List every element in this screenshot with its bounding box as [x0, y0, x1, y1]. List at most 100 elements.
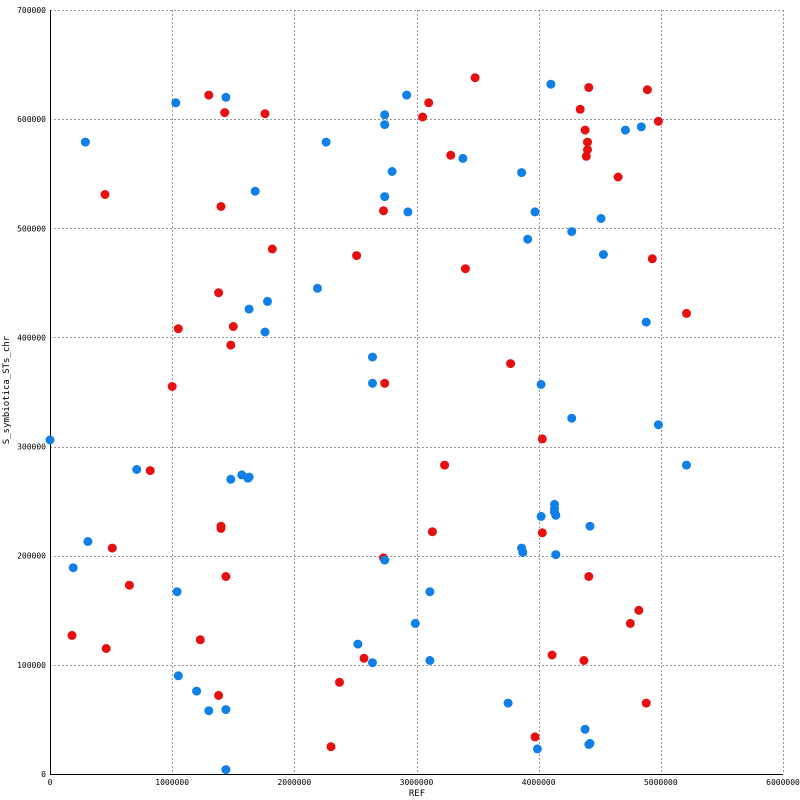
data-point-series-2 — [580, 724, 590, 734]
data-point-series-1 — [359, 653, 369, 663]
data-point-series-1 — [204, 90, 214, 100]
data-point-series-1 — [634, 605, 644, 615]
y-tick-label: 700000 — [17, 6, 46, 15]
data-point-series-2 — [132, 465, 142, 474]
data-point-series-1 — [214, 288, 224, 298]
data-point-series-1 — [216, 523, 226, 533]
data-point-series-2 — [380, 120, 390, 130]
data-point-series-1 — [440, 460, 450, 470]
data-point-series-2 — [380, 555, 390, 565]
data-point-series-2 — [641, 317, 651, 327]
data-point-series-2 — [192, 686, 202, 696]
data-point-series-2 — [173, 671, 183, 681]
data-point-series-2 — [171, 98, 181, 108]
data-point-series-2 — [221, 92, 231, 102]
y-tick-label: 0 — [41, 770, 46, 779]
data-point-series-2 — [503, 698, 513, 708]
data-point-series-1 — [380, 378, 390, 388]
data-point-series-1 — [581, 151, 591, 161]
x-tick-label: 2000000 — [277, 778, 311, 787]
data-point-series-2 — [584, 740, 594, 749]
data-point-series-1 — [100, 190, 110, 199]
data-point-series-1 — [613, 172, 623, 182]
data-point-series-2 — [321, 137, 331, 147]
data-point-series-2 — [226, 474, 236, 484]
data-point-series-1 — [579, 656, 589, 665]
data-point-series-1 — [653, 116, 663, 126]
data-point-series-1 — [625, 618, 635, 628]
x-tick-label: 0 — [48, 778, 53, 787]
data-point-series-1 — [67, 630, 77, 640]
data-point-series-2 — [244, 304, 254, 314]
data-point-series-2 — [530, 207, 540, 217]
data-point-series-1 — [584, 572, 594, 581]
data-point-series-1 — [167, 382, 177, 391]
data-point-series-1 — [446, 150, 456, 160]
data-point-series-2 — [313, 283, 322, 293]
data-point-series-2 — [585, 521, 595, 531]
data-point-series-2 — [536, 379, 546, 389]
data-point-series-1 — [470, 73, 480, 83]
data-point-series-2 — [403, 207, 413, 217]
data-point-series-2 — [596, 214, 606, 223]
data-point-series-1 — [427, 527, 437, 537]
x-axis-label: REF — [409, 789, 425, 799]
data-point-series-2 — [45, 435, 55, 445]
y-axis-label: S_symbiotica_STs_chr — [2, 335, 12, 444]
data-point-series-2 — [682, 460, 691, 470]
data-point-series-1 — [352, 251, 362, 261]
data-point-series-1 — [647, 254, 657, 264]
data-point-series-2 — [636, 122, 646, 132]
data-point-series-2 — [458, 153, 468, 163]
data-point-series-1 — [642, 85, 652, 95]
data-point-series-1 — [124, 580, 134, 590]
data-point-series-2 — [221, 765, 231, 775]
data-point-series-2 — [551, 510, 561, 520]
data-point-series-1 — [216, 202, 226, 211]
data-point-series-1 — [506, 359, 516, 369]
y-tick-label: 300000 — [17, 443, 46, 452]
data-point-series-2 — [620, 125, 630, 135]
data-point-series-2 — [250, 186, 260, 196]
data-point-series-2 — [532, 744, 542, 754]
axis-layer — [50, 10, 783, 775]
data-point-series-1 — [260, 109, 270, 119]
y-tick-label: 200000 — [17, 552, 46, 561]
data-point-series-2 — [425, 587, 435, 597]
data-point-series-2 — [598, 250, 608, 259]
data-point-series-1 — [583, 137, 592, 147]
data-point-series-2 — [80, 137, 90, 147]
y-tick-label: 500000 — [17, 224, 46, 233]
data-point-series-1 — [418, 112, 428, 122]
data-point-series-2 — [172, 587, 182, 597]
data-point-series-1 — [101, 644, 111, 653]
data-point-series-1 — [221, 572, 231, 581]
data-point-series-1 — [326, 742, 336, 752]
data-point-series-1 — [195, 635, 205, 645]
data-point-series-1 — [530, 732, 540, 742]
data-point-series-2 — [402, 90, 412, 100]
data-point-series-2 — [523, 234, 533, 244]
y-tick-labels: 0 100000 200000 300000 400000 500000 600000 700… — [17, 6, 46, 779]
data-point-series-2 — [368, 378, 377, 388]
data-points — [45, 73, 691, 775]
data-point-series-1 — [424, 98, 434, 108]
data-point-series-2 — [517, 168, 527, 178]
data-point-series-2 — [263, 296, 272, 306]
data-point-series-2 — [536, 511, 546, 521]
data-point-series-2 — [260, 327, 270, 337]
x-tick-label: 6000000 — [766, 778, 800, 787]
data-point-series-2 — [68, 563, 78, 573]
data-point-series-1 — [379, 206, 388, 216]
data-point-series-1 — [214, 690, 224, 700]
data-point-series-2 — [380, 110, 390, 120]
data-point-series-2 — [204, 706, 214, 716]
grid-layer — [50, 10, 784, 775]
x-tick-labels: 0 1000000 2000000 3000000 4000000 5000000 6000… — [48, 778, 800, 787]
data-point-series-2 — [83, 537, 93, 546]
data-point-series-1 — [267, 244, 277, 254]
data-point-series-1 — [547, 650, 557, 660]
data-point-series-2 — [387, 167, 397, 176]
data-point-series-2 — [653, 420, 663, 430]
